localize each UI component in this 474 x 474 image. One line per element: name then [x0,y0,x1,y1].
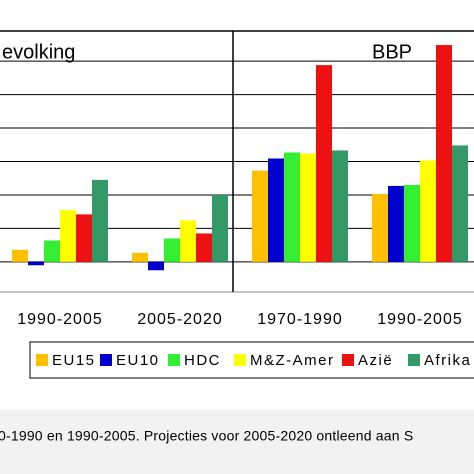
x-tick-label: 1990-2005 [17,311,103,328]
legend-label: EU15 [52,352,96,369]
bar [180,220,196,262]
legend-swatch [168,354,180,366]
legend-swatch [234,354,246,366]
bar [12,249,28,262]
bar [404,184,420,262]
bar [300,153,316,262]
legend-swatch [100,354,112,366]
bar [196,233,212,262]
bar [388,185,404,262]
bar [44,240,60,262]
legend-label: M&Z-Amer [250,352,335,369]
bar [436,45,452,262]
bar [252,170,268,262]
legend-label: Afrika [424,352,471,369]
bar [212,194,228,262]
legend-swatch [342,354,354,366]
x-tick-label: 2005-2020 [137,311,223,328]
bar [76,214,92,262]
legend-label: Azië [358,352,393,369]
bar [92,179,108,262]
legend-label: EU10 [116,352,160,369]
caption: 0-1990 en 1990-2005. Projecties voor 200… [0,428,413,444]
caption-band [0,410,474,474]
panel-label: evolking [2,41,75,63]
bar [316,65,332,262]
bar [28,261,44,266]
bar [372,193,388,262]
bar [268,158,284,262]
bar [132,252,148,262]
x-tick-label: 1970-1990 [257,311,343,328]
bar [60,210,76,262]
bar [332,150,348,262]
bar [164,238,180,262]
legend-swatch [408,354,420,366]
legend-label: HDC [184,352,221,369]
bar [420,160,436,262]
x-tick-label: 1990-2005 [377,311,463,328]
panel-label: BBP [372,41,412,63]
legend-swatch [36,354,48,366]
bar [148,261,164,271]
bar [284,152,300,262]
bar [452,145,468,262]
